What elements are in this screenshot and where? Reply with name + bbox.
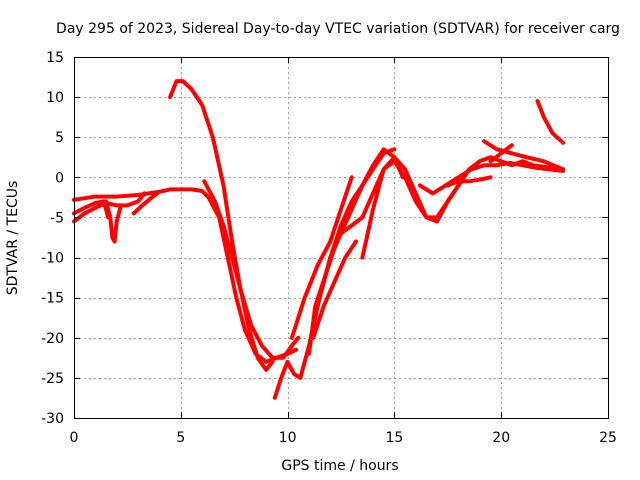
series-arc-14 [360,155,566,260]
x-axis-label: GPS time / hours [281,458,398,474]
series-arc-11 [311,239,358,340]
x-tick-label: 25 [599,430,617,446]
series-arc-12 [317,147,397,300]
series-arc-17 [482,139,566,172]
y-tick-label: -20 [41,331,64,347]
series-arc-16 [445,175,493,188]
y-axis-label: SDTVAR / TECUs [5,181,21,296]
series-arc-5 [131,191,160,216]
series-arc-15 [418,160,566,196]
y-tick-label: -10 [41,251,64,267]
y-tick-label: 5 [55,130,64,146]
grid [74,57,608,418]
x-tick-labels: 0 5 10 15 20 25 [70,430,617,446]
y-tick-label: -30 [41,411,64,427]
series-arc-7 [202,179,301,360]
x-tick-label: 0 [70,430,79,446]
chart-title: Day 295 of 2023, Sidereal Day-to-day VTE… [56,21,620,37]
data-series [72,79,566,400]
y-tick-label: -15 [41,291,64,307]
x-tick-label: 5 [176,430,185,446]
series-arc-4 [72,199,111,220]
series-arc-19 [535,99,566,145]
y-tick-label: -5 [50,210,64,226]
series-arc-3 [104,199,123,244]
x-tick-label: 15 [385,430,403,446]
y-tick-label: 15 [46,50,64,66]
series-arc-13 [339,159,482,236]
series-arc-18 [488,143,514,164]
y-tick-label: 10 [46,90,64,106]
series-arc-6 [168,79,275,372]
plot-frame [74,57,609,419]
y-tick-label: -25 [41,371,64,387]
y-tick-labels: -30 -25 -20 -15 -10 -5 0 5 10 15 [41,50,64,427]
series-arc-9 [289,175,354,340]
series-arc-2 [72,191,147,224]
x-tick-label: 20 [492,430,510,446]
axis-ticks [74,57,609,419]
x-tick-label: 10 [279,430,297,446]
y-tick-label: 0 [55,170,64,186]
